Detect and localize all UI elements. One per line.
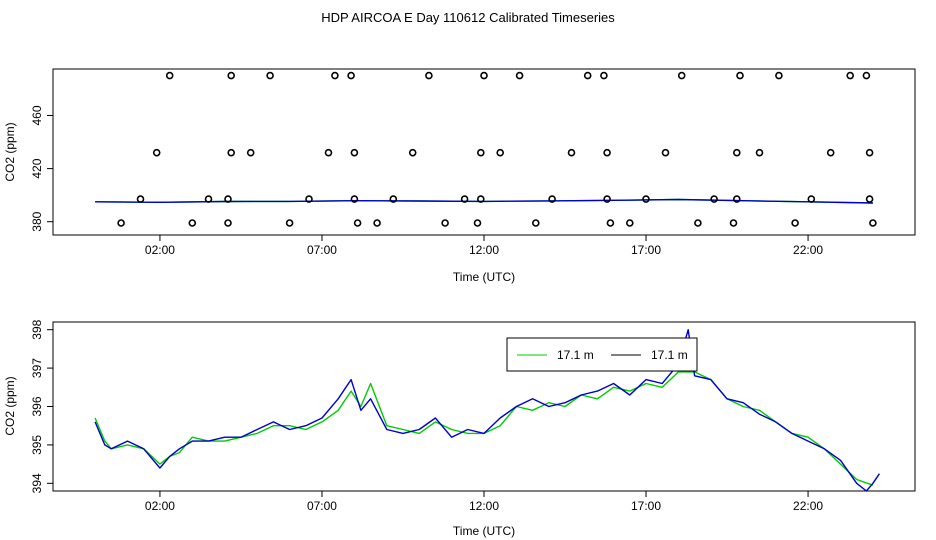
top-scatter-point	[710, 195, 718, 203]
top-scatter-point	[476, 148, 485, 157]
top-scatter-point	[846, 71, 855, 80]
top-series-line-1	[95, 198, 873, 204]
top-scatter-point	[603, 195, 611, 203]
top-scatter-point	[791, 219, 799, 227]
top-scatter-point	[152, 148, 161, 157]
bottom-series-lines	[94, 329, 880, 492]
top-scatter-point	[515, 71, 524, 80]
top-x-tick-label: 07:00	[307, 243, 337, 257]
top-scatter-point	[642, 195, 650, 203]
top-scatter-point	[567, 148, 576, 157]
top-scatter-point	[603, 148, 611, 157]
top-scatter-point	[188, 219, 197, 227]
top-scatter-point	[425, 71, 433, 80]
top-scatter-point	[600, 71, 608, 80]
top-scatter-point	[732, 195, 741, 203]
top-scatter-point	[224, 219, 232, 227]
top-scatter-point	[408, 148, 417, 157]
top-scatter-point	[496, 148, 505, 157]
top-scatter-point	[305, 195, 313, 203]
top-scatter-point	[694, 219, 702, 227]
bottom-x-tick-label: 22:00	[793, 499, 823, 513]
chart-title: HDP AIRCOA E Day 110612 Calibrated Times…	[321, 10, 615, 25]
top-scatter-point	[389, 195, 398, 203]
top-x-tick-label: 22:00	[793, 243, 823, 257]
top-series-lines	[95, 198, 873, 204]
bottom-x-tick-label: 12:00	[469, 499, 499, 513]
legend-entry-green: 17.1 m	[557, 348, 594, 362]
top-x-tick-label: 12:00	[469, 243, 499, 257]
bottom-x-tick-label: 02:00	[145, 499, 175, 513]
top-axes: 02:00 07:00 12:00 17:00 22:00 380 420 460	[30, 105, 823, 257]
legend: 17.1 m 17.1 m	[506, 337, 698, 372]
top-scatter-point	[353, 219, 362, 227]
top-scatter-point	[548, 195, 556, 203]
bottom-y-tick-label: 396	[30, 396, 44, 416]
top-scatter-point	[117, 219, 125, 227]
top-y-tick-label: 460	[30, 105, 44, 125]
top-x-tick-label: 02:00	[145, 243, 175, 257]
top-scatter-point	[285, 219, 294, 227]
top-y-tick-label: 380	[30, 211, 44, 231]
bottom-y-tick-label: 394	[30, 473, 44, 493]
top-scatter-point	[227, 148, 235, 157]
top-panel: 02:00 07:00 12:00 17:00 22:00 380 420 460 Time …	[3, 68, 916, 284]
bottom-axes: 02:00 07:00 12:00 17:00 22:00 394 395 396 397 398	[30, 319, 823, 513]
top-scatter-point	[476, 195, 485, 203]
top-scatter-point	[266, 71, 274, 80]
top-scatter-point	[869, 219, 877, 227]
top-y-tick-label: 420	[30, 158, 44, 178]
top-scatter-point	[324, 148, 333, 157]
top-scatter-point	[460, 195, 469, 203]
top-scatter-point	[862, 71, 871, 80]
top-scatter-point	[807, 195, 816, 203]
bottom-x-tick-label: 17:00	[631, 499, 661, 513]
top-scatter-point	[227, 71, 235, 80]
bottom-y-tick-label: 397	[30, 358, 44, 378]
top-scatter-point	[583, 71, 592, 80]
top-scatter-point	[531, 219, 540, 227]
top-scatter-point	[350, 195, 359, 203]
bottom-y-axis-label: CO2 (ppm)	[3, 376, 17, 435]
bottom-x-axis-label: Time (UTC)	[453, 524, 515, 538]
top-scatter-point	[224, 195, 232, 203]
top-scatter-point	[373, 219, 381, 227]
top-scatter-point	[732, 148, 741, 157]
top-scatter-point	[826, 148, 835, 157]
bottom-y-tick-label: 395	[30, 435, 44, 455]
top-scatter-point	[865, 148, 874, 157]
top-scatter-point	[865, 195, 874, 203]
top-scatter-point	[331, 71, 339, 80]
top-x-tick-label: 17:00	[631, 243, 661, 257]
top-scatter-point	[755, 148, 764, 157]
top-x-axis-label: Time (UTC)	[453, 270, 515, 284]
bottom-x-tick-label: 07:00	[307, 499, 337, 513]
top-scatter-point	[441, 219, 449, 227]
top-scatter-point	[165, 71, 174, 80]
top-scatter-point	[480, 71, 488, 80]
top-scatter-point	[625, 219, 634, 227]
bottom-y-tick-label: 398	[30, 319, 44, 339]
legend-entry-blue: 17.1 m	[651, 348, 688, 362]
legend-box	[506, 337, 698, 372]
top-scatter-point	[204, 195, 213, 203]
bottom-plot-frame	[52, 321, 916, 492]
top-scatter-point	[661, 148, 670, 157]
top-scatter-point	[473, 219, 482, 227]
bottom-series-line-1	[94, 329, 880, 492]
top-scatter-point	[350, 148, 359, 157]
top-scatter-points	[117, 71, 877, 227]
top-scatter-point	[677, 71, 686, 80]
top-scatter-point	[736, 71, 744, 80]
top-scatter-point	[246, 148, 255, 157]
bottom-panel: 02:00 07:00 12:00 17:00 22:00 394 395 396 397 398…	[3, 319, 916, 538]
bottom-series-line-0	[94, 371, 874, 486]
top-scatter-point	[347, 71, 355, 80]
top-scatter-point	[136, 195, 145, 203]
top-scatter-point	[606, 219, 615, 227]
top-scatter-point	[775, 71, 783, 80]
top-scatter-point	[729, 219, 738, 227]
top-y-axis-label: CO2 (ppm)	[3, 122, 17, 181]
